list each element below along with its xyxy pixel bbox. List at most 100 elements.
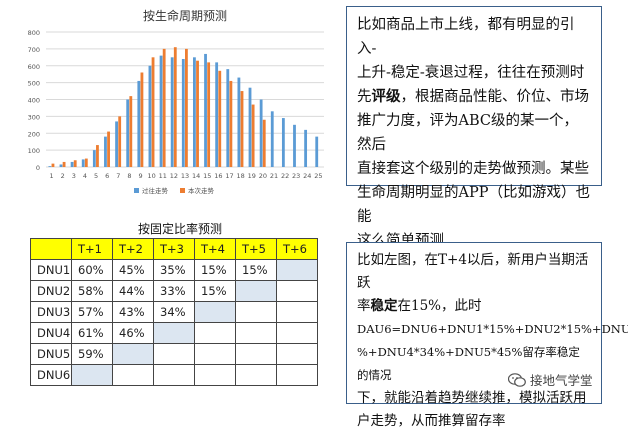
table-header-cell: T+1 (71, 238, 113, 260)
table-row-label: DNU4 (30, 322, 72, 344)
note1-line: 推广力度，评为ABC级的某一个，然后 (357, 113, 578, 153)
bar-past (104, 136, 107, 167)
table-cell (194, 343, 236, 365)
table-row-label: DNU2 (30, 280, 72, 302)
bar-past (281, 118, 285, 167)
retention-table: T+1 T+2 T+3 T+4 T+5 T+6 DNU1 60% 45% 35%… (30, 238, 318, 386)
note2-text: 在15%，此时 (397, 298, 482, 314)
table-row-label: DNU3 (30, 301, 72, 323)
retention-note-box: 比如左图，在T+4以后，新用户当期活跃 率稳定在15%，此时 DAU6=DNU6… (346, 242, 628, 429)
note1-line: 直接套这个级别的走势做预测。某些 (357, 161, 589, 177)
legend-swatch (134, 188, 139, 193)
x-tick-label: 23 (292, 172, 300, 180)
bar-past (81, 159, 85, 167)
note1-line: 比如商品上市上线，都有明显的引入- (357, 17, 575, 57)
x-tick-label: 25 (314, 172, 322, 180)
x-tick-label: 22 (281, 172, 289, 180)
x-tick-label: 7 (116, 172, 120, 180)
note1-text: ，根据商品性能、价位、市场 (400, 89, 590, 105)
note1-line: 上升-稳定-衰退过程，往往在预测时 (357, 65, 585, 81)
x-tick-label: 13 (181, 172, 189, 180)
bar-past (226, 69, 230, 167)
y-tick-label: 200 (28, 130, 40, 138)
bar-current (118, 116, 122, 167)
watermark: 接地气学堂 (508, 370, 593, 389)
note2-line: 户走势，从而推算留存率 (357, 413, 506, 429)
watermark-text: 接地气学堂 (530, 373, 593, 388)
bar-past (159, 55, 163, 167)
table-row: DNU2 58% 44% 33% 15% (30, 280, 318, 302)
table-cell: 45% (112, 259, 154, 281)
x-tick-label: 14 (192, 172, 200, 180)
table-row-label: DNU6 (30, 364, 72, 386)
table-cell: 35% (153, 259, 195, 281)
x-tick-label: 2 (61, 172, 65, 180)
bar-current (207, 62, 211, 167)
x-tick-label: 1 (49, 172, 53, 180)
bar-past (204, 53, 207, 167)
bar-past (137, 80, 141, 167)
table-cell (235, 280, 277, 302)
legend-label: 本次走势 (188, 186, 215, 195)
table-cell (112, 343, 154, 365)
bar-current (262, 119, 266, 167)
bar-past (59, 164, 63, 167)
x-tick-label: 20 (259, 172, 267, 180)
x-tick-label: 11 (159, 172, 167, 180)
table-cell (71, 364, 113, 386)
x-tick-label: 6 (105, 172, 109, 180)
bar-past (115, 121, 118, 167)
y-tick-label: 500 (28, 80, 40, 88)
bar-past (237, 77, 241, 167)
note2-text: 率 (357, 298, 371, 314)
table-cell (235, 364, 277, 386)
bar-past (92, 150, 96, 167)
bar-current (96, 145, 99, 167)
table-cell: 44% (112, 280, 154, 302)
note1-text: 先 (357, 89, 372, 105)
note2-line: DAU6=DNU6+DNU1*15%+DNU2*15%+DNU3*15 (357, 322, 628, 336)
table-row: DNU3 57% 43% 34% (30, 301, 318, 323)
x-tick-label: 17 (225, 172, 233, 180)
table-row: DNU1 60% 45% 35% 15% 15% (30, 259, 318, 281)
table-row: DNU6 (30, 364, 318, 386)
table-cell: 58% (71, 280, 113, 302)
x-tick-label: 8 (127, 172, 131, 180)
lifecycle-chart: 按生命周期预测 0 100 200 300 400 500 600 700 800 1 2 3 4 5 6 7 8… (6, 2, 336, 202)
table-header-cell: T+5 (235, 238, 277, 260)
wechat-icon (508, 372, 526, 387)
table-header-cell: T+2 (112, 238, 154, 260)
table-header-cell: T+4 (194, 238, 236, 260)
bar-current (196, 60, 199, 167)
bar-past (48, 166, 52, 167)
y-tick-label: 100 (28, 147, 40, 155)
chart-title: 按生命周期预测 (143, 8, 227, 23)
table-cell: 61% (71, 322, 113, 344)
table-cell (153, 364, 195, 386)
bar-current (240, 91, 244, 167)
table-header-row: T+1 T+2 T+3 T+4 T+5 T+6 (30, 238, 318, 260)
x-tick-label: 10 (147, 172, 155, 180)
legend-swatch (180, 188, 185, 193)
bar-past (248, 87, 252, 167)
table-cell (235, 343, 277, 365)
table-cell (276, 301, 318, 323)
x-tick-label: 4 (83, 172, 87, 180)
table-row-label: DNU1 (30, 259, 72, 281)
note2-line: 比如左图，在T+4以后，新用户当期活跃 (357, 252, 589, 291)
table-cell (235, 301, 277, 323)
bar-past (181, 59, 185, 167)
table-cell: 46% (112, 322, 154, 344)
bar-current (185, 48, 188, 167)
table-cell: 57% (71, 301, 113, 323)
y-tick-label: 700 (28, 46, 40, 54)
table-cell: 60% (71, 259, 113, 281)
bar-current (151, 57, 155, 167)
table-cell (153, 343, 195, 365)
bar-current (51, 163, 55, 167)
bar-past (293, 124, 296, 167)
x-tick-label: 24 (303, 172, 311, 180)
table-cell (235, 322, 277, 344)
table-cell (194, 364, 236, 386)
